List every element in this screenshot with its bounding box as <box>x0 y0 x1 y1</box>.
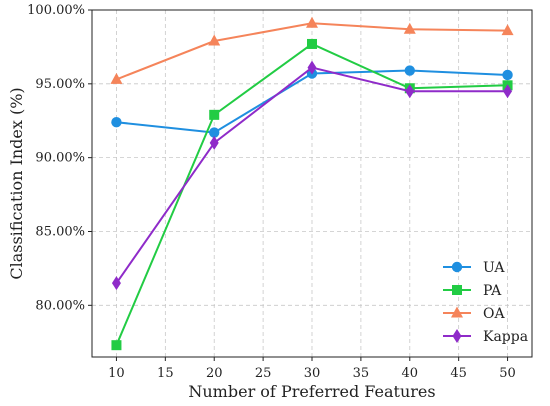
data-point-oa <box>110 72 123 84</box>
legend-label-pa: PA <box>483 283 502 299</box>
legend-marker-ua <box>451 261 463 273</box>
data-point-ua <box>502 69 513 81</box>
x-axis-title: Number of Preferred Features <box>188 382 435 401</box>
y-tick-label: 95.00% <box>35 77 85 92</box>
legend-item-pa: PA <box>443 283 502 299</box>
x-tick-label: 25 <box>255 366 272 381</box>
y-tick-label: 80.00% <box>35 298 85 313</box>
series-layer <box>110 16 514 351</box>
data-point-ua <box>404 65 415 76</box>
data-point-oa <box>501 24 514 36</box>
data-point-kappa <box>405 84 415 99</box>
data-point-kappa <box>209 135 219 150</box>
x-tick-label: 50 <box>499 366 516 381</box>
legend-label-kappa: Kappa <box>483 329 528 345</box>
data-point-ua <box>111 117 122 128</box>
legend-item-kappa: Kappa <box>443 329 528 345</box>
x-tick-label: 30 <box>304 366 321 381</box>
x-axis: 10 15 20 25 30 35 40 45 50 <box>108 357 516 381</box>
data-point-ua <box>209 127 220 138</box>
x-tick-label: 20 <box>206 366 223 381</box>
data-point-oa <box>208 34 221 46</box>
data-point-oa <box>306 16 318 28</box>
x-tick-label: 10 <box>108 366 125 381</box>
data-point-kappa <box>307 60 317 75</box>
data-point-kappa <box>503 84 513 99</box>
y-tick-label: 90.00% <box>35 151 85 166</box>
y-tick-label: 100.00% <box>27 3 85 18</box>
series-kappa <box>111 60 513 291</box>
legend-label-ua: UA <box>483 260 505 276</box>
x-tick-label: 40 <box>402 366 419 381</box>
legend-marker-oa <box>451 306 463 318</box>
legend-marker-kappa <box>452 329 462 343</box>
y-axis-title: Classification Index (%) <box>7 87 26 279</box>
x-tick-label: 15 <box>157 366 174 381</box>
x-tick-label: 45 <box>450 366 467 381</box>
data-point-pa <box>209 109 220 120</box>
y-axis: 80.00% 85.00% 90.00% 95.00% 100.00% <box>27 3 92 313</box>
legend-marker-pa <box>452 285 462 295</box>
data-point-oa <box>403 22 416 34</box>
legend-item-ua: UA <box>443 260 505 276</box>
data-point-pa <box>307 38 317 49</box>
data-point-kappa <box>111 276 121 291</box>
x-tick-label: 35 <box>353 366 370 381</box>
y-tick-label: 85.00% <box>35 224 85 239</box>
legend: UA PA OA Kappa <box>443 260 528 345</box>
legend-item-oa: OA <box>443 306 505 322</box>
data-point-pa <box>111 340 122 351</box>
legend-label-oa: OA <box>483 306 505 322</box>
series-oa <box>110 16 514 84</box>
